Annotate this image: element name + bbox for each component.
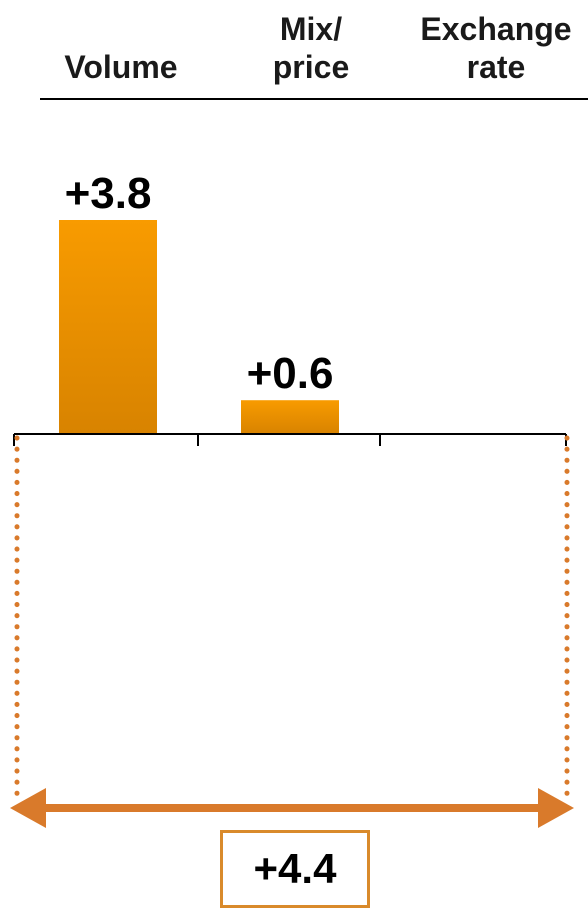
total-arrow-left-head: [10, 788, 46, 828]
total-value-box: +4.4: [220, 830, 370, 908]
total-arrow-right-head: [538, 788, 574, 828]
column-header-exchange-rate-line2: rate: [466, 49, 526, 85]
header-divider: [40, 98, 588, 100]
data-label-1: +3.8: [65, 169, 152, 218]
bar-1: [59, 220, 157, 434]
column-header-mix-price: Mix/ price: [238, 10, 384, 86]
column-header-mix-price-line1: Mix/: [279, 11, 343, 47]
total-value-label: +4.4: [253, 845, 337, 892]
column-header-volume-line2: Volume: [64, 49, 178, 85]
data-label-2: +0.6: [247, 349, 334, 398]
column-header-exchange-rate: Exchange rate: [404, 10, 588, 86]
column-header-mix-price-line2: price: [272, 49, 350, 85]
bar-2: [241, 400, 339, 434]
column-header-exchange-rate-line1: Exchange: [420, 11, 572, 47]
